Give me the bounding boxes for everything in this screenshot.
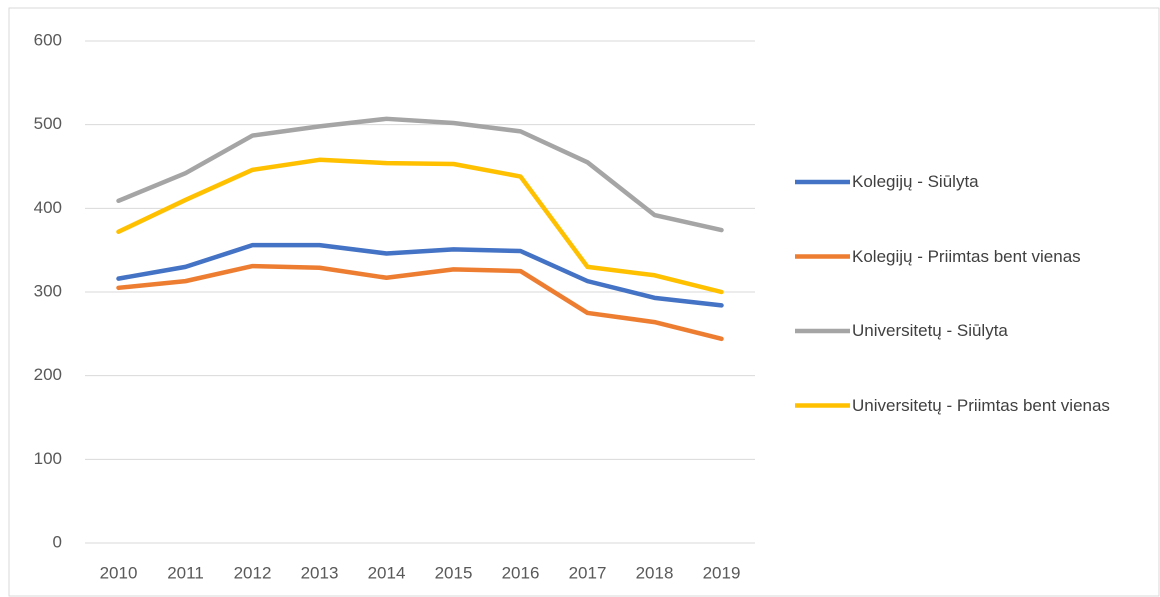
series-line bbox=[116, 157, 724, 295]
x-tick-label: 2010 bbox=[100, 563, 138, 582]
x-tick-label: 2011 bbox=[167, 563, 204, 582]
x-tick-label: 2018 bbox=[636, 563, 674, 582]
x-tick-label: 2015 bbox=[435, 563, 473, 582]
series-line bbox=[116, 242, 724, 308]
y-tick-label: 300 bbox=[34, 281, 62, 300]
y-tick-label: 600 bbox=[34, 30, 62, 49]
x-tick-label: 2014 bbox=[368, 563, 406, 582]
x-tick-label: 2013 bbox=[301, 563, 339, 582]
legend-label: Universitetų - Siūlyta bbox=[852, 321, 1008, 340]
x-tick-label: 2016 bbox=[502, 563, 540, 582]
x-tick-label: 2019 bbox=[703, 563, 741, 582]
legend-label: Universitetų - Priimtas bent vienas bbox=[852, 395, 1110, 415]
x-tick-label: 2017 bbox=[569, 563, 607, 582]
legend-label: Kolegijų - Siūlyta bbox=[852, 172, 979, 191]
legend-label: Kolegijų - Priimtas bent vienas bbox=[852, 246, 1081, 266]
x-tick-label: 2012 bbox=[234, 563, 272, 582]
y-tick-label: 400 bbox=[34, 198, 62, 217]
chart-border bbox=[8, 7, 1160, 597]
series-line bbox=[116, 263, 724, 342]
y-tick-label: 500 bbox=[34, 114, 62, 133]
y-tick-label: 0 bbox=[53, 532, 62, 551]
y-tick-label: 100 bbox=[34, 449, 62, 468]
series-line bbox=[116, 116, 724, 233]
y-tick-label: 200 bbox=[34, 365, 62, 384]
